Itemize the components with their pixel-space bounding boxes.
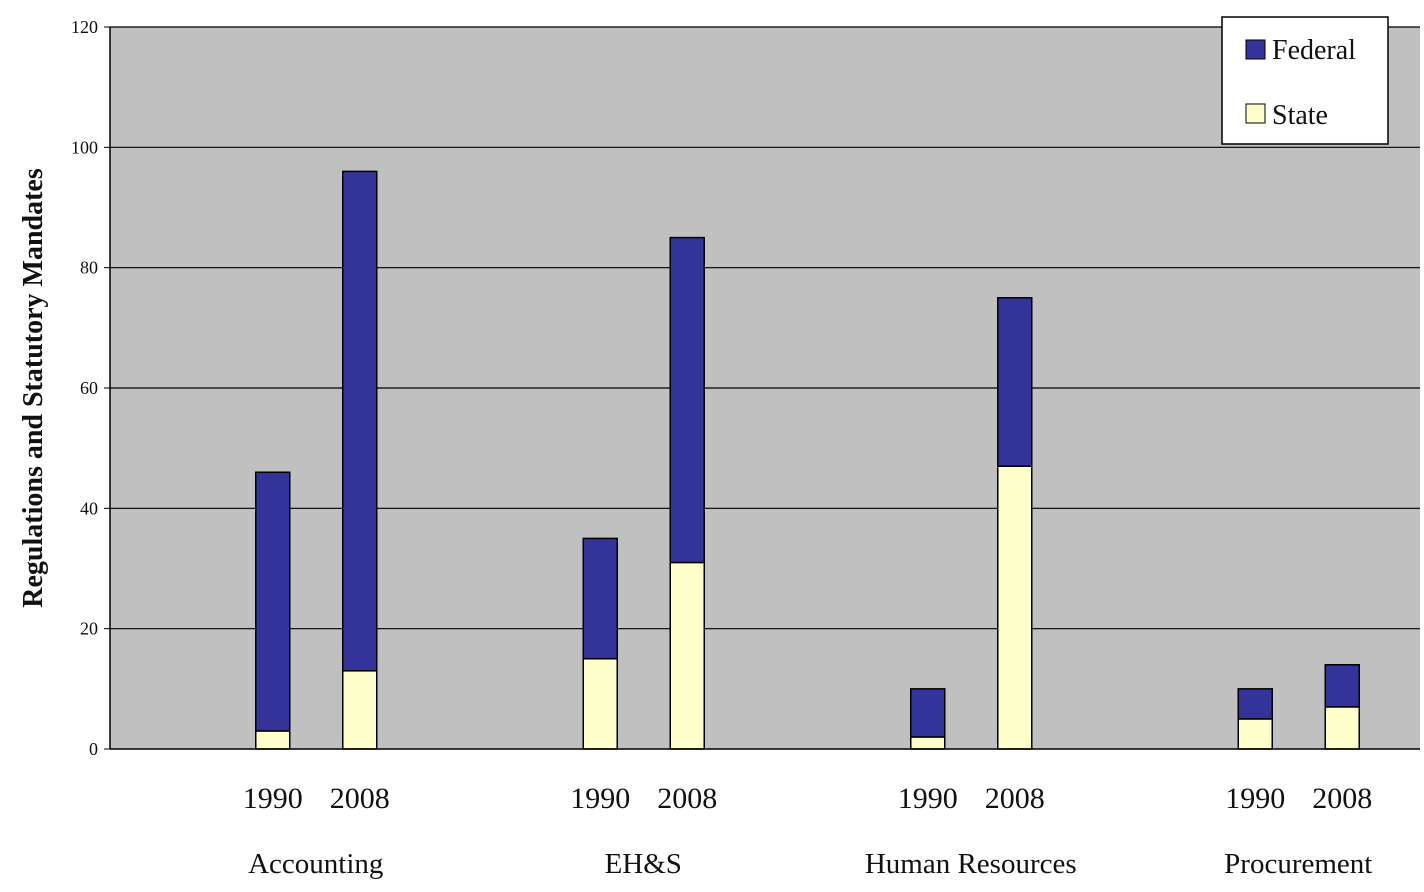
bar-state-accounting-2008 (342, 670, 378, 750)
x-group-label: Procurement (1224, 848, 1372, 880)
y-tick-label: 60 (80, 378, 98, 398)
bar-state-accounting-1990 (255, 730, 291, 750)
bar-state-eh-s-1990 (582, 658, 618, 750)
x-tick-label-year: 2008 (1312, 782, 1372, 815)
y-axis-ticks: 0 20 40 60 80 100 120 (71, 17, 110, 759)
bar-state-human-resources-1990 (910, 736, 946, 750)
bar-state-procurement-1990 (1237, 718, 1273, 750)
bar-federal-eh-s-1990 (582, 537, 618, 660)
gridlines (110, 26, 1420, 630)
y-tick-label: 100 (71, 137, 98, 157)
x-tick-label-year: 1990 (570, 782, 630, 815)
bar-federal-human-resources-1990 (910, 688, 946, 738)
y-tick-label: 120 (71, 17, 98, 37)
bar-federal-procurement-2008 (1324, 664, 1360, 708)
bar-state-eh-s-2008 (669, 561, 705, 750)
bar-federal-accounting-2008 (342, 170, 378, 672)
legend-label-federal: Federal (1272, 35, 1356, 66)
legend-label-state: State (1272, 100, 1328, 131)
x-tick-label-year: 2008 (985, 782, 1045, 815)
legend: Federal State (1221, 16, 1389, 145)
bars (255, 170, 1360, 750)
bar-federal-human-resources-2008 (997, 297, 1033, 467)
legend-swatch-state (1245, 103, 1266, 124)
y-tick-label: 40 (80, 498, 98, 518)
x-tick-label-year: 2008 (330, 782, 390, 815)
bar-state-procurement-2008 (1324, 706, 1360, 750)
x-tick-label-year: 1990 (898, 782, 958, 815)
bar-federal-eh-s-2008 (669, 236, 705, 564)
x-group-label: Human Resources (865, 848, 1077, 880)
x-tick-label-year: 1990 (1225, 782, 1285, 815)
legend-swatch-federal (1245, 39, 1266, 60)
x-group-label: Accounting (248, 848, 383, 880)
y-tick-label: 0 (89, 739, 98, 759)
x-tick-label-year: 2008 (657, 782, 717, 815)
bar-state-human-resources-2008 (997, 465, 1033, 750)
bar-federal-accounting-1990 (255, 471, 291, 732)
y-tick-label: 20 (80, 619, 98, 639)
bar-federal-procurement-1990 (1237, 688, 1273, 720)
y-axis-label: Regulations and Statutory Mandates (18, 168, 49, 608)
x-group-label: EH&S (605, 848, 682, 880)
x-axis-labels: 1990 2008 Accounting 1990 2008 EH&S 1990 2008 Hu… (243, 782, 1373, 880)
y-tick-label: 80 (80, 258, 98, 278)
x-tick-label-year: 1990 (243, 782, 303, 815)
